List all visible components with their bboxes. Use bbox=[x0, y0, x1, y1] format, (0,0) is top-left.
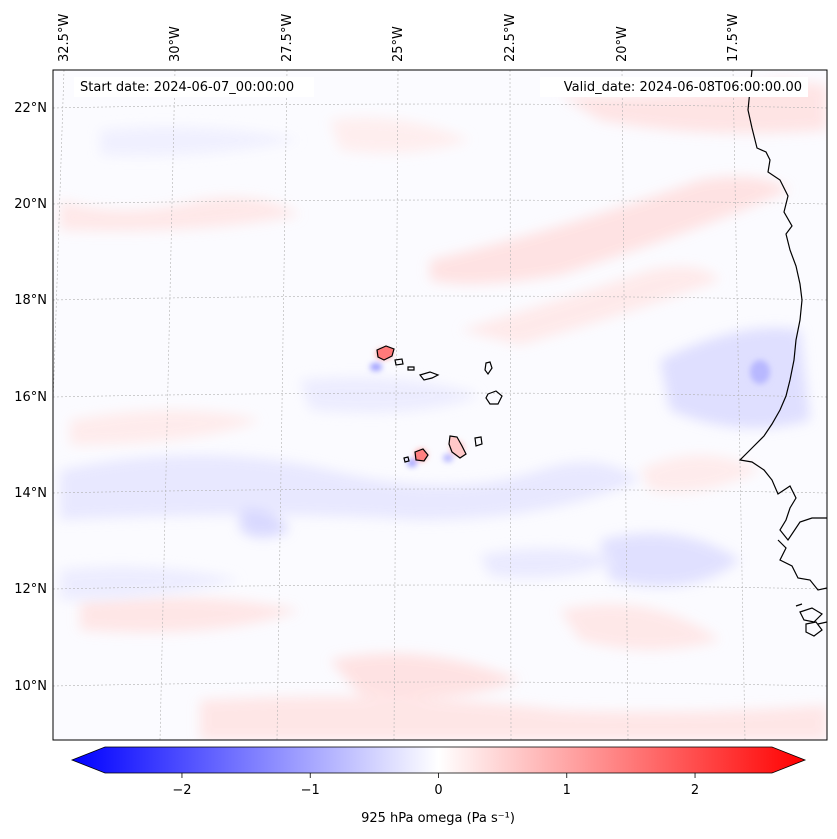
colorbar-tick-label: −2 bbox=[172, 783, 191, 798]
island-sal bbox=[484, 361, 493, 376]
lat-tick-label: 10°N bbox=[14, 679, 47, 694]
lat-tick-label: 14°N bbox=[14, 486, 47, 501]
lat-tick-label: 16°N bbox=[14, 390, 47, 405]
lon-tick-label: 25°W bbox=[391, 26, 406, 62]
island-sao-nicolau bbox=[418, 371, 440, 381]
lon-tick-labels: 32.5°W 30°W 27.5°W 25°W 22.5°W 20°W 17.5… bbox=[57, 14, 741, 62]
africa-coastline bbox=[738, 70, 827, 542]
island-boa-vista bbox=[485, 390, 503, 405]
guinea-bissau-coast bbox=[777, 539, 827, 591]
colorbar-tick-label: 1 bbox=[563, 783, 571, 798]
colorbar-ticks: −2 −1 0 1 2 bbox=[172, 773, 699, 798]
start-date-box: Start date: 2024-06-07_00:00:00 bbox=[74, 77, 314, 97]
lat-tick-labels: 22°N 20°N 18°N 16°N 14°N 12°N 10°N bbox=[14, 101, 47, 694]
coastlines bbox=[376, 70, 827, 637]
lat-tick-label: 22°N bbox=[14, 101, 47, 116]
lat-tick-label: 12°N bbox=[14, 582, 47, 597]
colorbar-ramp bbox=[70, 746, 807, 774]
map-frame bbox=[52, 69, 828, 741]
colorbar-tick-label: 2 bbox=[691, 783, 699, 798]
lat-tick-label: 20°N bbox=[14, 197, 47, 212]
lon-tick-label: 30°W bbox=[168, 26, 183, 62]
island-santa-luzia bbox=[407, 366, 415, 371]
colorbar: −2 −1 0 1 2 925 hPa omega (Pa s⁻¹) bbox=[70, 746, 807, 826]
start-date-label: Start date: 2024-06-07_00:00:00 bbox=[80, 80, 294, 95]
lon-tick-label: 17.5°W bbox=[726, 14, 741, 62]
valid-date-label: Valid_date: 2024-06-08T06:00:00.00 bbox=[564, 80, 802, 95]
colorbar-tick-label: −1 bbox=[301, 783, 320, 798]
island-santo-antao bbox=[376, 345, 395, 361]
lon-tick-label: 20°W bbox=[615, 26, 630, 62]
lon-tick-label: 32.5°W bbox=[57, 14, 72, 62]
lon-tick-label: 22.5°W bbox=[503, 14, 518, 62]
omega-field bbox=[60, 80, 827, 740]
colorbar-tick-label: 0 bbox=[434, 783, 442, 798]
lon-tick-label: 27.5°W bbox=[280, 14, 295, 62]
island-brava bbox=[403, 456, 410, 463]
island-santiago bbox=[448, 435, 467, 459]
lat-tick-label: 18°N bbox=[14, 293, 47, 308]
valid-date-box: Valid_date: 2024-06-08T06:00:00.00 bbox=[540, 77, 808, 97]
map-panel: Start date: 2024-06-07_00:00:00 Valid_da… bbox=[52, 69, 828, 741]
island-fogo bbox=[414, 448, 429, 462]
colorbar-label: 925 hPa omega (Pa s⁻¹) bbox=[361, 811, 515, 826]
island-sao-vicente bbox=[394, 358, 404, 366]
island-maio bbox=[474, 436, 483, 447]
coastal-islands bbox=[795, 603, 827, 637]
